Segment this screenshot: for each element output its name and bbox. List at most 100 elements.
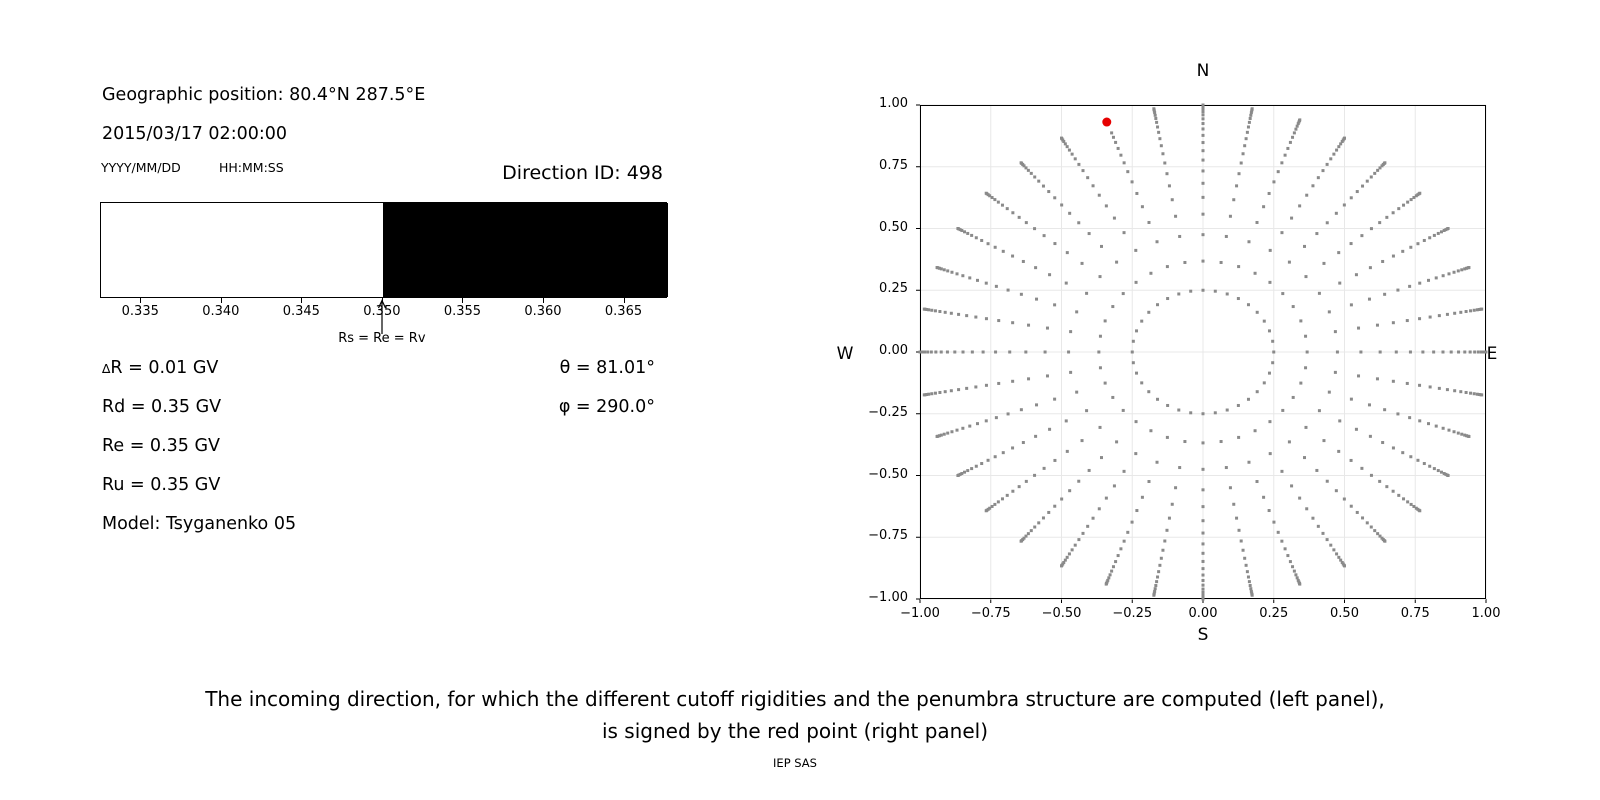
direction-dot <box>1248 116 1252 120</box>
direction-dot <box>961 274 965 278</box>
direction-dot <box>1134 280 1138 284</box>
direction-dot <box>1110 131 1114 135</box>
penumbra-chart <box>100 202 668 298</box>
direction-dot <box>1414 194 1418 198</box>
direction-dot <box>1027 323 1031 327</box>
direction-dot <box>1034 434 1038 438</box>
direction-scatter-plot <box>916 103 1488 603</box>
direction-dot <box>961 350 965 354</box>
direction-id-text: Direction ID: 498 <box>502 162 663 184</box>
direction-dot <box>963 230 967 234</box>
direction-dot <box>1135 191 1139 195</box>
direction-dot <box>1159 144 1163 148</box>
direction-dot <box>1001 451 1005 455</box>
direction-dot <box>1255 310 1259 314</box>
red-direction-point <box>1102 117 1112 127</box>
direction-dot <box>1428 385 1432 389</box>
direction-dot <box>1332 152 1336 156</box>
penumbra-tick <box>220 298 222 303</box>
direction-dot <box>1452 430 1456 434</box>
direction-dot <box>1267 191 1271 195</box>
direction-dot <box>990 196 994 200</box>
direction-dot <box>1201 567 1205 571</box>
direction-dot <box>1473 350 1477 354</box>
direction-dot <box>1447 428 1451 432</box>
direction-dot <box>1465 434 1469 438</box>
direction-dot <box>1484 350 1488 354</box>
direction-dot <box>1469 391 1473 395</box>
datetime-text: 2015/03/17 02:00:00 <box>102 124 288 144</box>
direction-dot <box>1250 593 1254 597</box>
direction-dot <box>1110 569 1114 573</box>
direction-dot <box>1098 275 1102 279</box>
direction-dot <box>1376 168 1380 172</box>
direction-dot <box>930 392 934 396</box>
direction-dot <box>1228 214 1232 218</box>
direction-dot <box>946 431 950 435</box>
direction-dot <box>1183 260 1187 264</box>
direction-dot <box>970 233 974 237</box>
direction-dot <box>1017 215 1021 219</box>
direction-dot <box>1112 216 1116 220</box>
direction-dot <box>1418 383 1422 387</box>
direction-dot <box>1201 542 1205 546</box>
direction-dot <box>1396 412 1400 416</box>
penumbra-tick <box>542 298 544 303</box>
direction-dot <box>1416 242 1420 246</box>
direction-dot <box>939 350 943 354</box>
direction-dot <box>1163 539 1167 543</box>
direction-dot <box>1011 379 1015 383</box>
direction-dot <box>1063 558 1067 562</box>
direction-dot <box>1156 575 1160 579</box>
direction-dot <box>1391 446 1395 450</box>
direction-dot <box>1472 308 1476 312</box>
direction-dot <box>1349 504 1353 508</box>
direction-dot <box>1153 113 1157 117</box>
direction-dot <box>1024 479 1028 483</box>
direction-dot <box>1011 321 1015 325</box>
direction-dot <box>1475 392 1479 396</box>
direction-dot <box>1418 317 1422 321</box>
direction-dot <box>1338 281 1342 285</box>
direction-dot <box>994 350 998 354</box>
direction-dot <box>1349 196 1353 200</box>
direction-dot <box>1295 124 1299 128</box>
direction-dot <box>1441 274 1445 278</box>
compass-north-label: N <box>1196 61 1210 81</box>
direction-dot <box>933 391 937 395</box>
direction-dot <box>1368 266 1372 270</box>
direction-dot <box>1201 441 1205 445</box>
direction-dot <box>1201 590 1205 594</box>
direction-dot <box>1333 370 1337 374</box>
penumbra-tick-label: 0.355 <box>443 304 482 319</box>
direction-dot <box>1342 497 1346 501</box>
direction-dot <box>1152 107 1156 111</box>
penumbra-tick-label: 0.340 <box>202 304 240 319</box>
direction-dot <box>1409 245 1413 249</box>
direction-dot <box>943 310 947 314</box>
direction-dot <box>1246 125 1250 129</box>
direction-dot <box>1338 419 1342 423</box>
direction-dot <box>1081 169 1085 173</box>
direction-dot <box>1467 434 1471 438</box>
direction-dot <box>1408 284 1412 288</box>
direction-dot <box>955 428 959 432</box>
direction-dot <box>1201 288 1205 292</box>
direction-dot <box>1369 227 1373 231</box>
direction-dot <box>1239 161 1243 165</box>
direction-dot <box>1298 118 1302 122</box>
direction-dot <box>994 284 998 288</box>
direction-dot <box>1114 140 1118 144</box>
direction-dot <box>1219 440 1223 444</box>
direction-dot <box>1243 556 1247 560</box>
direction-dot <box>1283 153 1287 157</box>
direction-dot <box>960 472 964 476</box>
direction-dot <box>1291 135 1295 139</box>
direction-dot <box>1106 578 1110 582</box>
direction-dot <box>1397 207 1401 211</box>
direction-dot <box>1201 117 1205 121</box>
direction-dot <box>1246 575 1250 579</box>
direction-dot <box>1268 452 1272 456</box>
direction-dot <box>974 385 978 389</box>
direction-dot <box>1436 231 1440 235</box>
